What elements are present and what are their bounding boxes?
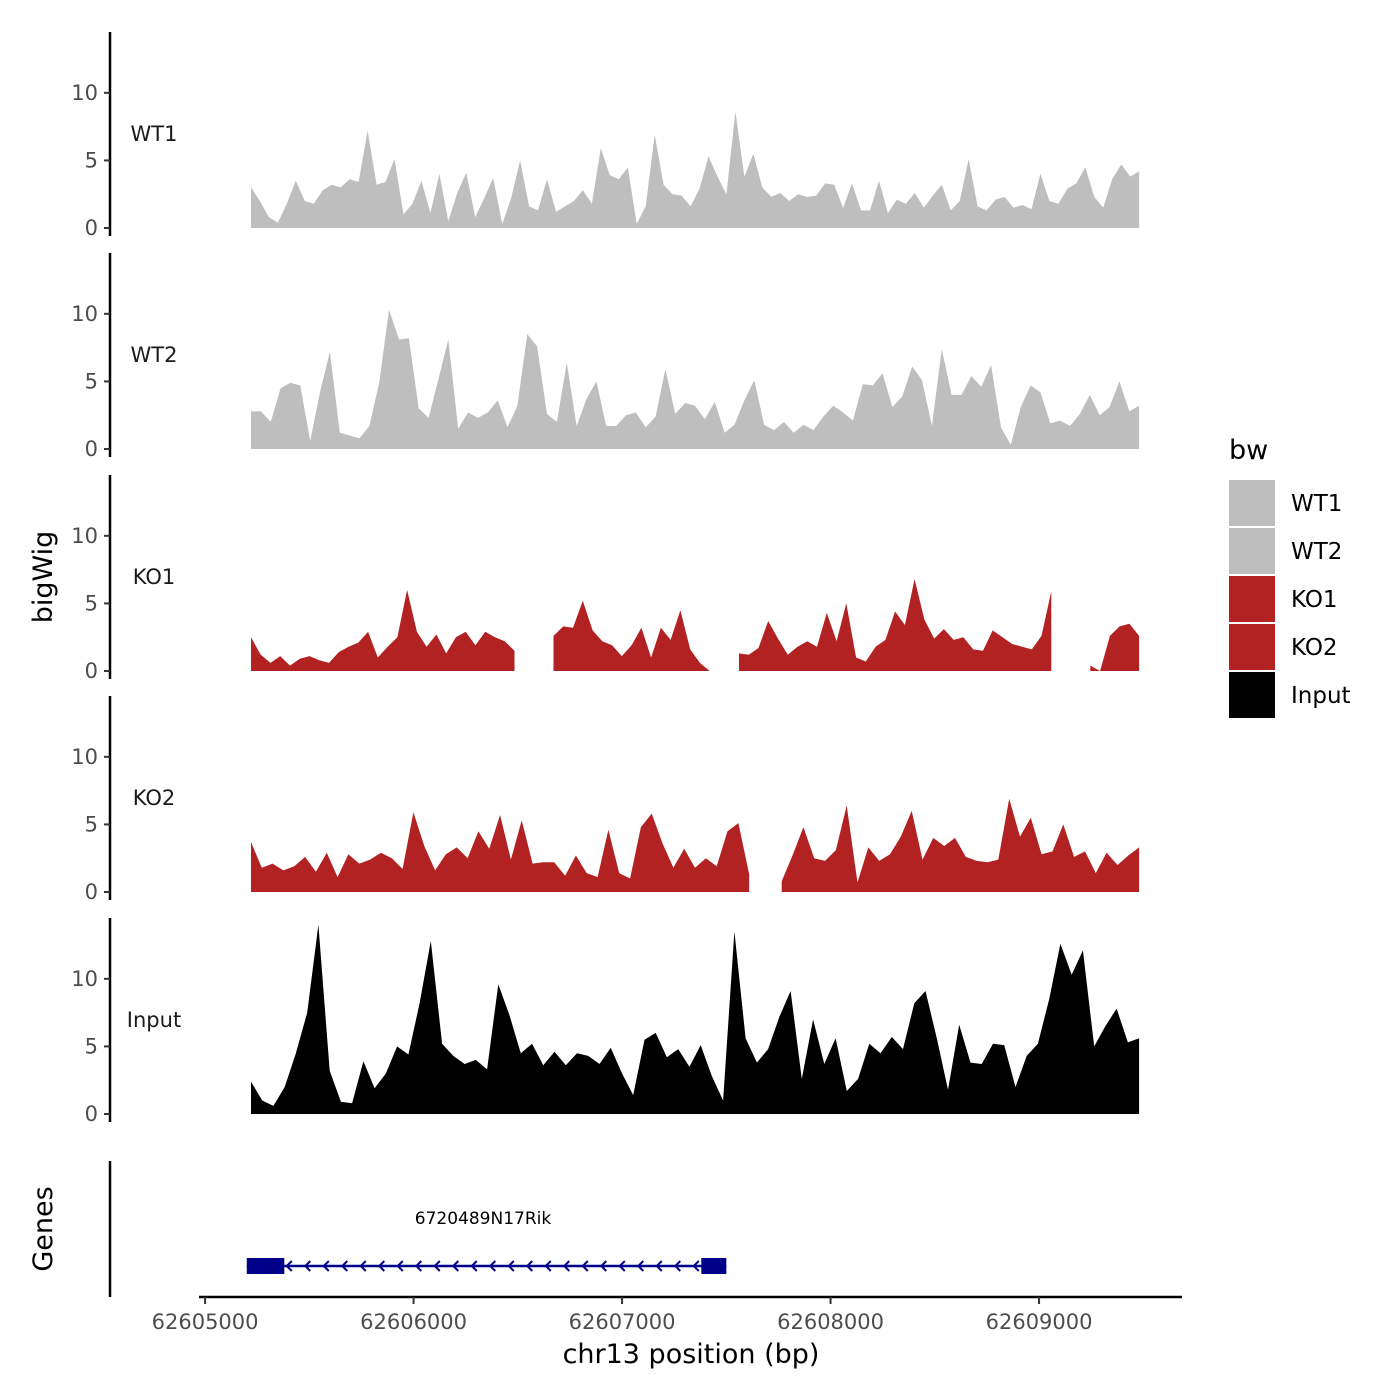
strand-arrow <box>636 1260 644 1272</box>
gene-exon <box>701 1258 727 1274</box>
y-tick-label: 5 <box>85 1034 98 1058</box>
legend-entry-wt1: WT1 <box>1229 480 1342 526</box>
y-tick-label: 5 <box>85 812 98 836</box>
strand-arrow <box>544 1260 552 1272</box>
track-label: WT1 <box>131 122 178 146</box>
gene-name-label: 6720489N17Rik <box>415 1209 552 1229</box>
legend-label: WT1 <box>1291 491 1342 517</box>
gene-exon <box>246 1258 285 1274</box>
y-tick-label: 10 <box>71 745 98 769</box>
legend-label: WT2 <box>1291 539 1342 565</box>
strand-arrow <box>692 1260 700 1272</box>
legend-entry-wt2: WT2 <box>1229 528 1342 574</box>
track-wt2: 0 5 10 WT2 <box>71 253 1140 461</box>
y-tick-label: 5 <box>85 148 98 172</box>
coverage-area <box>251 589 515 671</box>
track-ko1: 0 5 10 KO1 <box>71 475 1140 683</box>
y-tick-label: 10 <box>71 524 98 548</box>
coverage-area <box>1090 623 1140 671</box>
legend-swatch <box>1229 672 1275 718</box>
legend-swatch <box>1229 528 1275 574</box>
strand-arrow <box>285 1260 293 1272</box>
track-label: Input <box>127 1008 181 1032</box>
strand-arrow <box>340 1260 348 1272</box>
genes-axis-title: Genes <box>28 1186 59 1271</box>
strand-arrow <box>655 1260 663 1272</box>
strand-arrow <box>618 1260 626 1272</box>
legend-entry-ko1: KO1 <box>1229 576 1338 622</box>
track-label: KO2 <box>133 786 176 810</box>
legend-swatch <box>1229 480 1275 526</box>
y-tick-label: 0 <box>85 1102 98 1126</box>
strand-arrow <box>303 1260 311 1272</box>
strand-arrow <box>433 1260 441 1272</box>
legend-label: KO1 <box>1291 587 1338 613</box>
y-tick-label: 10 <box>71 302 98 326</box>
coverage-area <box>251 309 1140 449</box>
strand-arrow <box>673 1260 681 1272</box>
tracks-layer: 0 5 10 WT1 0 5 10 WT2 0 5 10 KO1 0 5 10 KO2 0 5 10 Input <box>71 32 1140 1126</box>
x-tick-label: 62606000 <box>360 1310 467 1334</box>
strand-arrow <box>377 1260 385 1272</box>
strand-arrow <box>562 1260 570 1272</box>
y-tick-label: 10 <box>71 967 98 991</box>
x-axis: 62605000 62606000 62607000 62608000 62609000 <box>152 1295 1182 1334</box>
x-tick-label: 62605000 <box>152 1310 259 1334</box>
y-tick-label: 10 <box>71 81 98 105</box>
legend-swatch <box>1229 576 1275 622</box>
coverage-area <box>781 798 1140 892</box>
y-tick-label: 0 <box>85 216 98 240</box>
x-tick-label: 62608000 <box>777 1310 884 1334</box>
legend-label: KO2 <box>1291 635 1338 661</box>
legend-entry-input: Input <box>1229 672 1351 718</box>
strand-arrow <box>322 1260 330 1272</box>
coverage-area <box>739 579 1052 671</box>
y-tick-label: 0 <box>85 880 98 904</box>
y-tick-label: 5 <box>85 369 98 393</box>
legend-label: Input <box>1291 683 1351 709</box>
strand-arrow <box>507 1260 515 1272</box>
track-input: 0 5 10 Input <box>71 918 1140 1126</box>
x-tick-label: 62607000 <box>569 1310 676 1334</box>
strand-arrow <box>488 1260 496 1272</box>
coverage-area <box>251 111 1140 228</box>
strand-arrow <box>414 1260 422 1272</box>
genes-panel: 6720489N17Rik <box>108 1161 727 1297</box>
y-tick-label: 0 <box>85 659 98 683</box>
strand-arrow <box>581 1260 589 1272</box>
track-wt1: 0 5 10 WT1 <box>71 32 1140 240</box>
legend-title: bw <box>1229 435 1268 466</box>
y-tick-label: 0 <box>85 437 98 461</box>
track-label: WT2 <box>131 343 178 367</box>
legend-swatch <box>1229 624 1275 670</box>
track-ko2: 0 5 10 KO2 <box>71 696 1140 904</box>
strand-arrow <box>599 1260 607 1272</box>
strand-arrow <box>359 1260 367 1272</box>
y-tick-label: 5 <box>85 591 98 615</box>
coverage-area <box>251 812 750 892</box>
x-tick-label: 62609000 <box>986 1310 1093 1334</box>
legend-entry-ko2: KO2 <box>1229 624 1338 670</box>
legend: WT1 WT2 KO1 KO2 Input <box>1229 480 1351 718</box>
coverage-area <box>251 924 1140 1114</box>
x-axis-title: chr13 position (bp) <box>563 1339 820 1370</box>
y-axis-title: bigWig <box>28 531 59 624</box>
strand-arrow <box>525 1260 533 1272</box>
strand-arrow <box>451 1260 459 1272</box>
strand-arrow <box>470 1260 478 1272</box>
coverage-area <box>553 600 710 671</box>
strand-arrow <box>396 1260 404 1272</box>
track-label: KO1 <box>133 565 176 589</box>
